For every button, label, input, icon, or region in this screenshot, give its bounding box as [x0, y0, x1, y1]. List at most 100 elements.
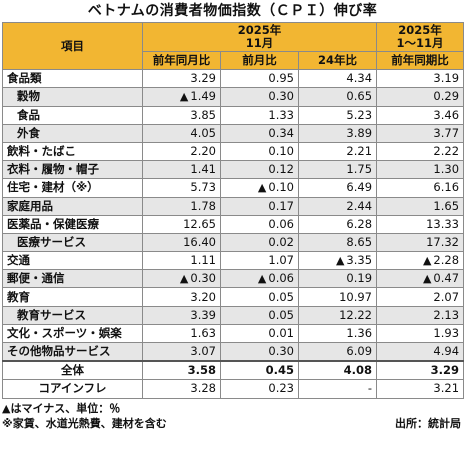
row-value: 3.29 [376, 360, 465, 381]
row-value: 0.10 [220, 141, 299, 162]
value-text: 0.12 [268, 162, 294, 177]
negative-marker: ▲ [179, 272, 189, 286]
table-row: 家庭用品 1.78 0.17 2.44 1.65 [2, 196, 465, 216]
row-label: 食品 [2, 105, 143, 125]
row-value: 10.97 [297, 287, 378, 307]
header-nov-month: 11月 [245, 36, 274, 50]
row-value: ▲ 2.28 [376, 251, 465, 271]
row-value: 8.65 [297, 232, 378, 253]
value-text: 1.63 [190, 325, 216, 340]
row-value: 0.05 [220, 305, 299, 325]
value-text: 2.28 [433, 253, 460, 268]
row-label: 外食 [2, 123, 143, 143]
row-value: 2.44 [297, 196, 378, 216]
value-text: 0.01 [268, 325, 294, 340]
row-value: ▲ 0.30 [142, 269, 221, 289]
row-value: 3.19 [376, 69, 465, 89]
row-value: 0.12 [220, 160, 299, 180]
row-value: 3.20 [142, 287, 221, 307]
footnote-housing: ※家賃、水道光熱費、建材を含む [2, 416, 167, 430]
value-text: 1.41 [190, 162, 216, 177]
header-col-vs24: 24年比 [297, 50, 378, 71]
value-text: 3.89 [346, 125, 373, 140]
row-value: 0.34 [220, 123, 299, 143]
row-value: 1.75 [297, 160, 378, 180]
negative-marker: ▲ [422, 254, 432, 268]
value-text: 0.30 [268, 344, 294, 359]
row-value: 0.45 [220, 360, 299, 381]
row-value: 3.85 [142, 105, 221, 125]
row-label: 衣料・履物・帽子 [2, 160, 143, 180]
value-text: 1.78 [190, 198, 216, 213]
table-row: 外食 4.05 0.34 3.89 3.77 [2, 123, 465, 143]
row-label: 教育 [2, 287, 143, 307]
value-text: 1.75 [346, 162, 373, 177]
row-label: 家庭用品 [2, 196, 143, 216]
table-row: 医薬品・保健医療 12.65 0.06 6.28 13.33 [2, 214, 465, 234]
row-value: 4.08 [297, 360, 378, 381]
row-value: 0.30 [220, 87, 299, 107]
header-col-ytd: 前年同期比 [376, 50, 465, 71]
value-text: 13.33 [426, 216, 460, 231]
row-value: 1.33 [220, 105, 299, 125]
row-value: 1.11 [142, 251, 221, 271]
value-text: 6.09 [346, 344, 373, 359]
table-row: コアインフレ 3.28 0.23 - 3.21 [2, 379, 465, 399]
row-value: 3.21 [376, 379, 465, 399]
value-text: 0.06 [268, 216, 294, 231]
row-value: ▲ 1.49 [142, 87, 221, 107]
value-text: 17.32 [426, 234, 460, 249]
row-value: 4.05 [142, 123, 221, 143]
value-text: 3.29 [430, 363, 460, 378]
row-value: 3.77 [376, 123, 465, 143]
table-row: 教育サービス 3.39 0.05 12.22 2.13 [2, 305, 465, 325]
table-row: 飲料・たばこ 2.20 0.10 2.21 2.22 [2, 141, 465, 162]
value-text: 2.44 [346, 198, 373, 213]
row-value: 2.13 [376, 305, 465, 325]
value-text: 3.29 [190, 71, 216, 86]
value-text: 3.28 [190, 381, 216, 396]
row-value: 0.30 [220, 342, 299, 362]
value-text: 0.65 [346, 89, 373, 104]
row-value: 6.09 [297, 342, 378, 362]
row-label: 全体 [2, 360, 143, 381]
value-text: 0.95 [268, 71, 294, 86]
value-text: 2.20 [190, 144, 216, 159]
row-value: 1.41 [142, 160, 221, 180]
row-value: 2.07 [376, 287, 465, 307]
value-text: 0.06 [268, 271, 294, 286]
value-text: 0.10 [268, 180, 294, 195]
row-value: 3.58 [142, 360, 221, 381]
value-text: 10.97 [339, 289, 373, 304]
value-text: 3.20 [190, 289, 216, 304]
value-text: 12.65 [183, 216, 216, 231]
row-value: 1.78 [142, 196, 221, 216]
row-value: 3.28 [142, 379, 221, 399]
row-value: 1.65 [376, 196, 465, 216]
row-label: 教育サービス [2, 305, 143, 325]
value-text: 4.05 [190, 125, 216, 140]
row-value: 2.21 [297, 141, 378, 162]
negative-marker: ▲ [257, 181, 267, 195]
table-row: 穀物 ▲ 1.49 0.30 0.65 0.29 [2, 87, 465, 107]
row-value: 13.33 [376, 214, 465, 234]
row-label: 住宅・建材（※） [2, 178, 143, 198]
row-value: 4.94 [376, 342, 465, 362]
source-note: 出所：統計局 [395, 416, 461, 430]
row-value: ▲ 0.10 [220, 178, 299, 198]
row-value: ▲ 3.35 [297, 251, 378, 271]
row-value: 2.22 [376, 141, 465, 162]
row-value: 1.07 [220, 251, 299, 271]
row-value: 0.19 [297, 269, 378, 289]
row-value: 0.17 [220, 196, 299, 216]
table-row: 住宅・建材（※） 5.73 ▲ 0.10 6.49 6.16 [2, 178, 465, 198]
value-text: 0.23 [268, 381, 294, 396]
value-text: 0.30 [268, 89, 294, 104]
value-text: 0.45 [265, 363, 294, 378]
row-label: 文化・スポーツ・娯楽 [2, 323, 143, 344]
table-body: 食品類 3.29 0.95 4.34 3.19 穀物 ▲ 1.49 0.30 0.65 0.29 食品… [2, 69, 465, 399]
value-text: 2.13 [433, 307, 460, 322]
row-value: 3.39 [142, 305, 221, 325]
value-text: 5.23 [346, 107, 373, 122]
table-row: 交通 1.11 1.07 ▲ 3.35 ▲ 2.28 [2, 251, 465, 271]
